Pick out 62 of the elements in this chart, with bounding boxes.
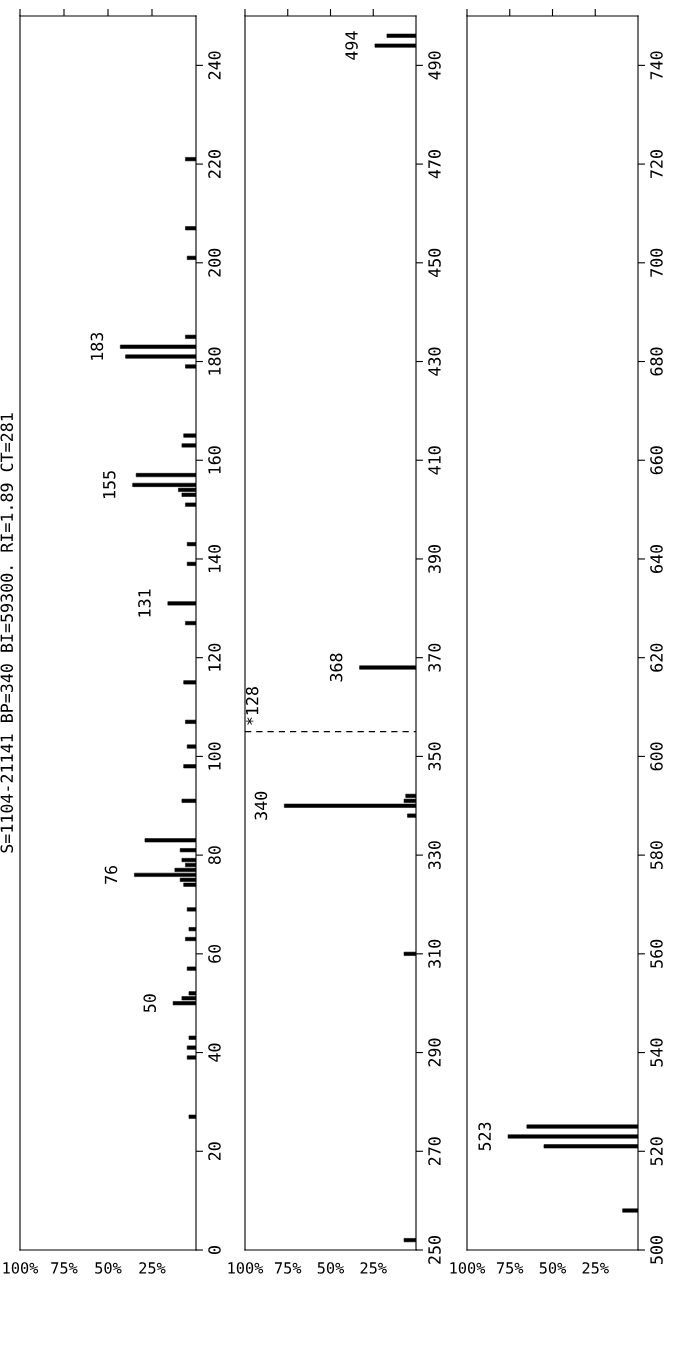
y-tick-label: 160 (208, 446, 221, 474)
annotation: 494 (345, 31, 358, 60)
x-tick-label: 25% (139, 1262, 166, 1274)
annotation: 50 (143, 994, 156, 1013)
x-tick-label: 75% (274, 1262, 302, 1274)
annotation: 523 (478, 1122, 491, 1151)
y-tick-label: 180 (208, 347, 221, 375)
y-tick-label: 200 (208, 248, 221, 277)
text: S=1104-21141 BP=340 BI=59300. RI=1.89 CT=281 (0, 413, 14, 853)
y-tick-label: 40 (208, 1043, 221, 1062)
y-tick-label: 100 (208, 742, 221, 770)
y-tick-label: 520 (650, 1137, 663, 1166)
y-tick-label: 500 (650, 1236, 663, 1264)
y-tick-label: 680 (650, 347, 663, 376)
x-tick-label: 25% (582, 1262, 609, 1274)
y-tick-label: 250 (428, 1236, 441, 1264)
x-tick-label: 100% (228, 1262, 264, 1274)
x-tick-label: 100% (450, 1262, 486, 1274)
y-tick-label: 450 (428, 248, 441, 278)
y-tick-label: 640 (650, 544, 663, 573)
y-tick-label: 620 (650, 643, 663, 672)
annotation: 368 (329, 653, 343, 682)
y-tick-label: 580 (650, 841, 663, 870)
y-tick-label: 470 (428, 150, 441, 179)
x-tick-label: 50% (317, 1262, 345, 1274)
x-tick-label: 100% (3, 1262, 39, 1274)
y-tick-label: 740 (650, 51, 663, 80)
x-tick-label: 50% (95, 1262, 122, 1274)
annotation: *128 (245, 687, 259, 725)
y-tick-label: 370 (428, 643, 441, 672)
y-tick-label: 220 (208, 150, 221, 178)
y-tick-label: 350 (428, 742, 441, 771)
y-tick-label: 80 (208, 846, 221, 865)
y-tick-label: 0 (208, 1246, 221, 1254)
y-tick-label: 60 (208, 944, 221, 963)
y-tick-label: 720 (650, 150, 663, 178)
y-tick-label: 390 (428, 544, 441, 573)
y-tick-label: 600 (650, 742, 663, 771)
y-tick-label: 560 (650, 939, 663, 968)
y-tick-label: 270 (428, 1137, 441, 1166)
y-tick-label: 410 (428, 446, 441, 475)
x-tick-label: 75% (51, 1262, 78, 1274)
y-tick-label: 330 (428, 841, 441, 870)
annotation: 155 (103, 471, 116, 498)
y-tick-label: 660 (650, 446, 663, 475)
annotation: 131 (138, 589, 151, 617)
y-tick-label: 120 (208, 643, 221, 671)
y-tick-label: 540 (650, 1038, 663, 1067)
x-tick-label: 75% (496, 1262, 524, 1274)
y-tick-label: 700 (650, 248, 663, 277)
x-tick-label: 50% (539, 1262, 567, 1274)
annotation: 183 (90, 332, 104, 360)
y-tick-label: 140 (208, 544, 221, 573)
y-tick-label: 290 (428, 1038, 441, 1067)
annotation: 76 (104, 865, 118, 884)
y-tick-label: 310 (428, 939, 441, 968)
y-tick-label: 240 (208, 51, 221, 80)
y-tick-label: 20 (208, 1142, 221, 1161)
x-tick-label: 25% (360, 1262, 387, 1274)
annotation: 340 (254, 791, 268, 820)
y-tick-label: 490 (428, 51, 441, 80)
y-tick-label: 430 (428, 347, 441, 376)
